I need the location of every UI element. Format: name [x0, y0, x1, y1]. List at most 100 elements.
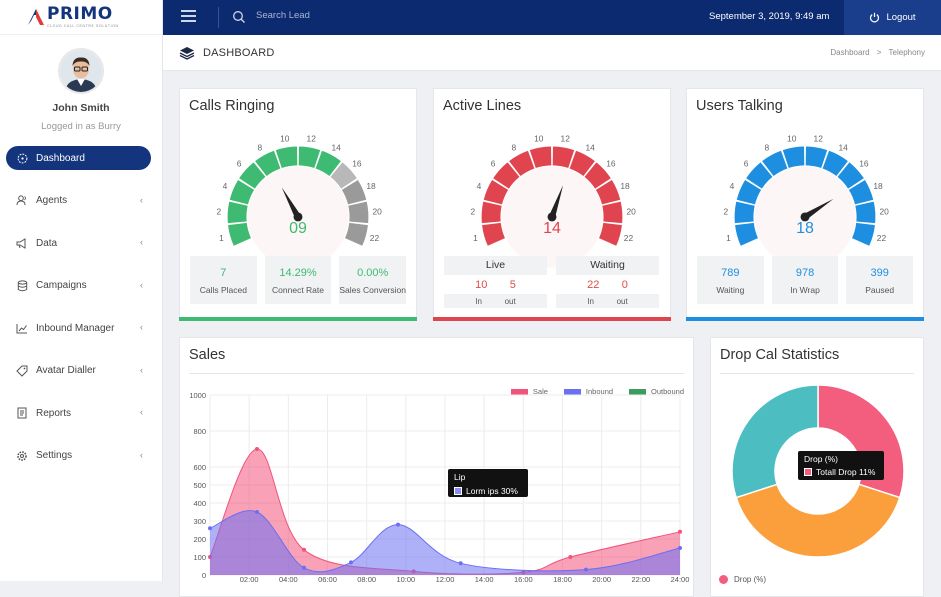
megaphone-icon [16, 237, 28, 249]
donut-slice[interactable] [735, 483, 901, 558]
donut-slice[interactable] [731, 384, 819, 499]
legend-item-sale[interactable]: Sale [510, 387, 548, 396]
stat-value: 978 [795, 267, 815, 279]
sidebar-item-label: Inbound Manager [36, 322, 115, 334]
gauge-tick-label: 16 [859, 159, 869, 169]
search-icon[interactable] [232, 10, 246, 24]
primo-logo-icon [28, 9, 44, 25]
legend-item-inbound[interactable]: Inbound [563, 387, 614, 396]
tooltip-title: Lip [454, 472, 466, 482]
donut-slice[interactable] [817, 384, 905, 499]
line-inbound [209, 510, 681, 573]
sidebar-item-dashboard[interactable]: Dashboard [6, 146, 151, 170]
gauge-tick-label: 14 [331, 142, 341, 152]
y-tick-label: 800 [193, 427, 206, 436]
stat-value: 0.00% [357, 267, 389, 279]
live-label: Live [444, 256, 547, 275]
gauge-segment [569, 150, 595, 177]
gauge-segment [736, 179, 762, 205]
data-point[interactable] [255, 447, 259, 451]
live-out-value: 5 [509, 279, 516, 291]
y-tick-label: 0 [202, 571, 206, 580]
gauge-tick-label: 6 [237, 159, 242, 169]
top-bar: September 3, 2019, 9:49 am Logout [163, 0, 941, 35]
y-tick-label: 300 [193, 517, 206, 526]
search-input[interactable] [256, 10, 456, 21]
gauge-tick-label: 18 [366, 181, 376, 191]
breadcrumb-dashboard[interactable]: Dashboard [830, 48, 870, 57]
hamburger-menu-icon[interactable] [181, 10, 196, 24]
logout-button[interactable]: Logout [844, 0, 941, 35]
sidebar-item-label: Reports [36, 407, 72, 419]
gauge-tick-label: 20 [372, 207, 382, 217]
data-point[interactable] [568, 555, 573, 559]
gauge-tick-label: 12 [814, 134, 824, 144]
x-tick-label: 12:00 [436, 575, 455, 582]
gauge-segment [762, 150, 788, 177]
sidebar-item-inbound-manager[interactable]: Inbound Manager ‹ [6, 316, 151, 340]
stat-connect-rate: 14.29% Connect Rate [264, 256, 332, 304]
users-talking-card: Users Talking 1 2 4 6 8 10 12 14 16 18 20 22 18 789… [686, 88, 924, 321]
brand-tagline: CLOUD CALL CENTRE SOLUTION [47, 24, 119, 28]
x-tick-label: 08:00 [357, 575, 376, 582]
chevron-left-icon: ‹ [140, 364, 143, 375]
logo[interactable]: PRIMO CLOUD CALL CENTRE SOLUTION [0, 0, 162, 35]
gauge-tick-label: 10 [534, 134, 544, 144]
gauge-tick-label: 8 [258, 142, 263, 152]
sidebar-item-settings[interactable]: Settings ‹ [6, 444, 151, 468]
stat-value: 14.29% [279, 267, 317, 279]
gauge-segment [599, 222, 622, 246]
sidebar-item-label: Data [36, 237, 58, 249]
data-point[interactable] [349, 560, 353, 565]
sidebar-nav: Dashboard Agents ‹ Data ‹ Campaigns ‹ In… [0, 146, 162, 468]
chart-legend: Sale Inbound Outbound [510, 387, 684, 396]
waiting-label: Waiting [556, 256, 659, 275]
data-point[interactable] [458, 561, 463, 566]
stat-value: 7 [220, 267, 227, 279]
stat-label: Paused [865, 285, 895, 295]
data-point[interactable] [584, 567, 588, 572]
gauge-segment [239, 162, 266, 189]
gauge-tick-label: 1 [473, 233, 478, 243]
data-point[interactable] [678, 529, 682, 534]
gauge-segment [509, 150, 535, 177]
stat-label: In Wrap [790, 285, 820, 295]
gauge-tick-label: 4 [477, 181, 482, 191]
gauge-tick-label: 18 [620, 181, 630, 191]
stat-value: 399 [870, 267, 889, 279]
data-point[interactable] [678, 546, 682, 550]
legend-swatch [563, 388, 581, 395]
gauge-needle [281, 187, 301, 219]
live-panel: Live 10 5 In out [444, 256, 547, 308]
stat-label: Calls Placed [199, 285, 247, 295]
x-tick-label: 18:00 [553, 575, 572, 582]
data-point[interactable] [302, 547, 306, 552]
stat-label: Waiting [716, 285, 745, 295]
reports-icon [16, 407, 28, 419]
gauge-value: 14 [543, 220, 561, 237]
sidebar-item-campaigns[interactable]: Campaigns ‹ [6, 274, 151, 298]
gauge-tick-label: 22 [877, 233, 887, 243]
gauge-segment [595, 179, 621, 205]
legend-item-drop[interactable]: Drop (%) [719, 575, 766, 584]
sidebar-item-agents[interactable]: Agents ‹ [6, 189, 151, 213]
stat-label: Sales Conversion [339, 285, 406, 295]
live-out-label: out [504, 297, 516, 306]
sidebar-item-data[interactable]: Data ‹ [6, 231, 151, 255]
gauge-tick-label: 6 [491, 159, 496, 169]
sidebar-item-reports[interactable]: Reports ‹ [6, 401, 151, 425]
gauge-hub [547, 212, 557, 222]
avatar[interactable] [58, 48, 104, 94]
data-point[interactable] [208, 526, 212, 531]
gauge-tick-label: 6 [744, 159, 749, 169]
data-point[interactable] [396, 522, 400, 527]
profile: John Smith Logged in as Burry [0, 35, 162, 132]
y-tick-label: 200 [193, 535, 206, 544]
data-point[interactable] [255, 510, 259, 514]
sidebar-item-label: Campaigns [36, 280, 87, 291]
legend-item-outbound[interactable]: Outbound [629, 387, 684, 396]
legend-label: Inbound [585, 387, 614, 396]
user-status: Logged in as Burry [41, 121, 121, 132]
sidebar-item-avatar-dialler[interactable]: Avatar Dialler ‹ [6, 359, 151, 383]
data-point[interactable] [302, 565, 306, 570]
